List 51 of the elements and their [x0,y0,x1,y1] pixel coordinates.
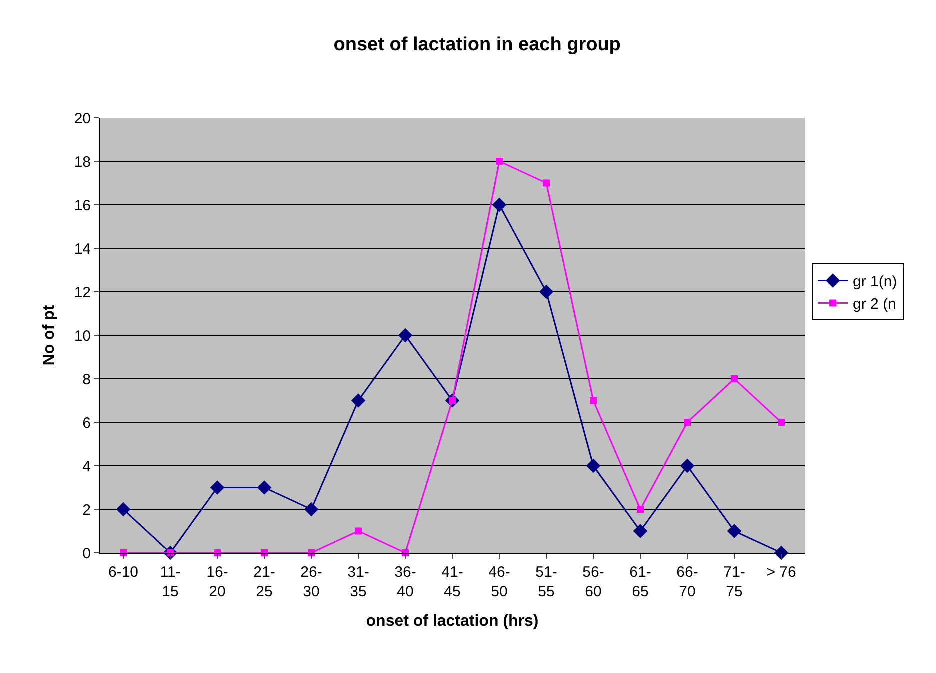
point [116,502,131,517]
point [398,328,413,343]
y-tick-label: 2 [82,502,91,519]
x-tick-label: 11- 15 [160,564,181,600]
point [586,458,601,474]
point [492,198,507,212]
point [590,397,597,404]
y-tick-label: 6 [82,414,91,432]
point [355,528,362,535]
x-tick-label: 6-10 [108,564,139,581]
y-tick-label: 4 [82,458,91,476]
x-tick-label: 71- 75 [724,564,746,600]
point [539,284,554,300]
y-tick-label: 0 [82,545,91,562]
y-tick-label: 8 [82,371,91,388]
x-tick-label: 16- 20 [206,564,228,600]
y-tick-label: 12 [74,284,91,302]
x-tick-label: 41- 45 [442,564,464,600]
y-tick-label: 18 [74,154,91,171]
x-tick-label: 61- 65 [630,564,652,600]
point [684,419,691,426]
point [731,376,738,382]
x-tick-label: 21- 25 [254,564,276,600]
x-axis-title: onset of lactation (hrs) [366,613,539,630]
chart-title: onset of lactation in each group [334,34,621,56]
y-axis-title: No of pt [41,304,58,366]
x-tick-label: 56- 60 [582,564,604,600]
x-tick-label: 36- 40 [394,564,416,600]
point [496,158,503,165]
legend-label: gr 2 (n [853,296,896,314]
point [543,180,550,187]
x-tick-label: 26- 30 [300,564,322,600]
point [633,524,648,538]
legend-label: gr 1(n) [853,274,898,291]
y-tick-label: 20 [74,110,91,128]
x-tick-label: > 76 [766,564,796,581]
point [680,458,695,474]
y-tick-label: 16 [74,197,91,214]
x-tick-label: 51- 55 [536,564,558,600]
point [304,502,319,517]
point [778,419,785,426]
point [351,394,366,408]
point [257,480,272,495]
point [727,524,742,538]
point [210,480,225,495]
y-tick-label: 14 [74,240,91,258]
x-tick-label: 46- 50 [488,564,510,600]
x-tick-label: 66- 70 [676,564,698,600]
point [637,506,644,513]
x-tick-label: 31- 35 [348,564,370,600]
y-tick-label: 10 [74,328,91,345]
